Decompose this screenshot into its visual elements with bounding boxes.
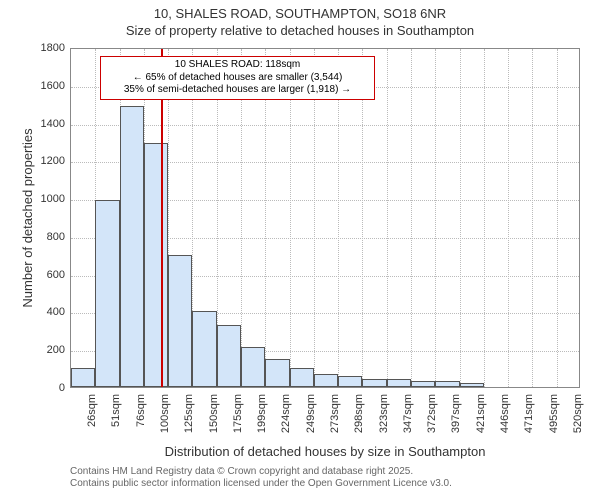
footer-line-1: Contains HM Land Registry data © Crown c… (70, 466, 452, 478)
xtick-label: 421sqm (475, 394, 487, 454)
ytick-label: 1400 (30, 118, 65, 130)
annotation-box: 10 SHALES ROAD: 118sqm ← 65% of detached… (100, 56, 375, 100)
ytick-label: 1000 (30, 193, 65, 205)
xtick-label: 446sqm (499, 394, 511, 454)
xtick-label: 224sqm (280, 394, 292, 454)
ytick-label: 800 (30, 231, 65, 243)
ytick-label: 200 (30, 344, 65, 356)
xtick-label: 100sqm (159, 394, 171, 454)
xtick-label: 26sqm (86, 394, 98, 454)
xtick-label: 150sqm (208, 394, 220, 454)
histogram-bar (241, 347, 265, 387)
annotation-line-1: 10 SHALES ROAD: 118sqm (107, 59, 368, 72)
xtick-label: 495sqm (548, 394, 560, 454)
annotation-line-2: ← 65% of detached houses are smaller (3,… (107, 72, 368, 85)
histogram-bar (168, 255, 192, 387)
xtick-label: 347sqm (402, 394, 414, 454)
xtick-label: 273sqm (329, 394, 341, 454)
xtick-label: 76sqm (135, 394, 147, 454)
histogram-bar (265, 359, 289, 387)
xtick-label: 298sqm (353, 394, 365, 454)
histogram-bar (314, 374, 338, 387)
histogram-bar (460, 383, 484, 387)
chart-root: 10, SHALES ROAD, SOUTHAMPTON, SO18 6NR S… (0, 0, 600, 500)
histogram-bar (144, 143, 168, 387)
gridline-v (484, 49, 485, 387)
footer-line-2: Contains public sector information licen… (70, 478, 452, 490)
chart-title-block: 10, SHALES ROAD, SOUTHAMPTON, SO18 6NR S… (0, 0, 600, 40)
histogram-bar (217, 325, 241, 387)
annotation-line-3: 35% of semi-detached houses are larger (… (107, 84, 368, 97)
ytick-label: 1200 (30, 155, 65, 167)
xtick-label: 397sqm (450, 394, 462, 454)
gridline-v (265, 49, 266, 387)
footer-text: Contains HM Land Registry data © Crown c… (70, 466, 452, 490)
histogram-bar (411, 381, 435, 387)
ytick-label: 400 (30, 306, 65, 318)
gridline-v (338, 49, 339, 387)
y-axis-title: Number of detached properties (20, 48, 35, 388)
histogram-bar (71, 368, 95, 387)
histogram-bar (290, 368, 314, 387)
xtick-label: 471sqm (523, 394, 535, 454)
gridline-v (411, 49, 412, 387)
histogram-bar (95, 200, 119, 387)
xtick-label: 51sqm (110, 394, 122, 454)
xtick-label: 249sqm (305, 394, 317, 454)
gridline-v (362, 49, 363, 387)
gridline-v (290, 49, 291, 387)
ytick-label: 0 (30, 382, 65, 394)
gridline-v (557, 49, 558, 387)
xtick-label: 175sqm (232, 394, 244, 454)
gridline-v (241, 49, 242, 387)
gridline-v (435, 49, 436, 387)
ytick-label: 600 (30, 269, 65, 281)
histogram-bar (387, 379, 411, 387)
histogram-bar (192, 311, 216, 387)
histogram-bar (362, 379, 386, 387)
xtick-label: 323sqm (378, 394, 390, 454)
ytick-label: 1600 (30, 80, 65, 92)
gridline-v (508, 49, 509, 387)
gridline-v (532, 49, 533, 387)
histogram-bar (435, 381, 459, 387)
xtick-label: 125sqm (183, 394, 195, 454)
xtick-label: 372sqm (426, 394, 438, 454)
title-line-1: 10, SHALES ROAD, SOUTHAMPTON, SO18 6NR (0, 6, 600, 23)
ytick-label: 1800 (30, 42, 65, 54)
histogram-bar (120, 106, 144, 387)
marker-line (161, 49, 163, 387)
gridline-h (71, 125, 579, 126)
title-line-2: Size of property relative to detached ho… (0, 23, 600, 40)
histogram-bar (338, 376, 362, 387)
gridline-v (314, 49, 315, 387)
gridline-v (387, 49, 388, 387)
xtick-label: 520sqm (572, 394, 584, 454)
xtick-label: 199sqm (256, 394, 268, 454)
gridline-v (460, 49, 461, 387)
